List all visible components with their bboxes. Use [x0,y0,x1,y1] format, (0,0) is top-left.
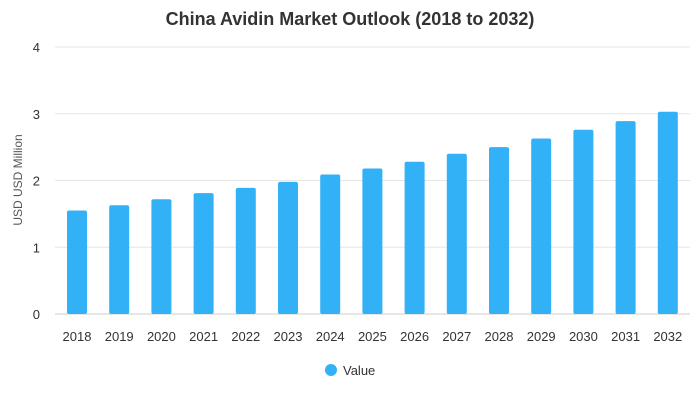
bar-2026[interactable] [404,161,425,314]
bar-2028[interactable] [489,147,509,314]
y-tick-label: 3 [33,107,40,122]
bar-2029[interactable] [531,138,552,314]
legend-label[interactable]: Value [343,363,375,378]
x-tick-label: 2024 [316,329,345,344]
y-tick-label: 0 [33,307,40,322]
y-axis-label: USD USD Million [11,134,25,225]
x-tick-label: 2026 [400,329,429,344]
bar-2022[interactable] [235,187,256,314]
bar-2027[interactable] [446,153,467,314]
bar-2024[interactable] [320,174,341,314]
x-tick-label: 2027 [442,329,471,344]
y-tick-label: 1 [33,240,40,255]
x-tick-label: 2018 [63,329,92,344]
bar-2023[interactable] [278,181,298,314]
x-tick-label: 2023 [274,329,303,344]
x-tick-label: 2032 [653,329,682,344]
x-tick-label: 2028 [485,329,514,344]
y-axis-ticks: 0 1 2 3 4 [33,40,40,322]
bar-2018[interactable] [67,210,87,314]
legend-marker-icon[interactable] [325,364,337,376]
x-tick-label: 2025 [358,329,387,344]
y-tick-label: 4 [33,40,40,55]
bar-2031[interactable] [615,121,636,314]
bar-2020[interactable] [151,199,172,314]
bar-2019[interactable] [109,205,130,314]
bar-2030[interactable] [573,129,594,314]
x-tick-label: 2031 [611,329,640,344]
bar-2032[interactable] [657,111,678,314]
x-tick-label: 2030 [569,329,598,344]
x-tick-label: 2029 [527,329,556,344]
x-tick-label: 2019 [105,329,134,344]
x-axis-ticks: 2018 2019 2020 2021 2022 2023 2024 2025 2026 2027… [63,329,683,344]
chart-title: China Avidin Market Outlook (2018 to 203… [166,9,535,29]
x-tick-label: 2020 [147,329,176,344]
bar-2025[interactable] [362,168,383,314]
x-tick-label: 2021 [189,329,218,344]
bar-series [67,111,678,314]
bar-2021[interactable] [193,193,214,314]
legend[interactable]: Value [325,363,375,378]
x-tick-label: 2022 [231,329,260,344]
y-tick-label: 2 [33,174,40,189]
